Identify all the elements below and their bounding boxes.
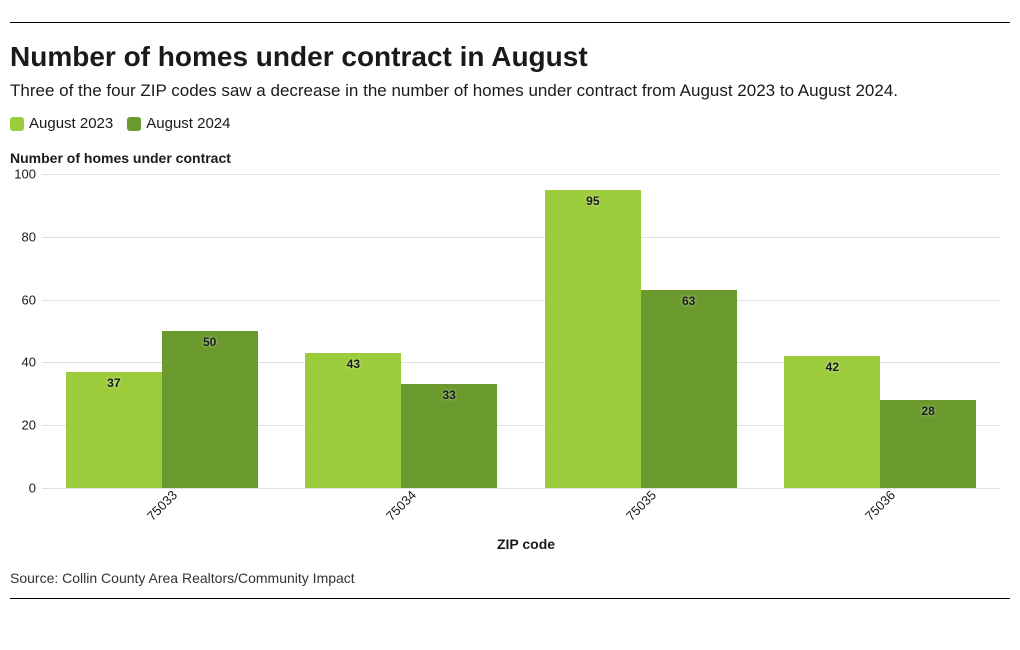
- bar: 95: [545, 190, 641, 488]
- bar: 37: [66, 372, 162, 488]
- legend-swatch-1: [127, 117, 141, 131]
- y-tick-label: 80: [22, 229, 36, 244]
- y-tick-label: 40: [22, 355, 36, 370]
- y-tick-label: 100: [14, 167, 36, 182]
- chart-title: Number of homes under contract in August: [10, 41, 1010, 73]
- y-labels: 020406080100: [10, 174, 40, 488]
- chart-subtitle: Three of the four ZIP codes saw a decrea…: [10, 81, 1010, 101]
- bar-value-label: 37: [107, 376, 120, 390]
- gridline: [42, 488, 1000, 489]
- legend: August 2023 August 2024: [10, 115, 1010, 132]
- bar-value-label: 50: [203, 335, 216, 349]
- y-tick-label: 0: [29, 481, 36, 496]
- bar-value-label: 95: [586, 194, 599, 208]
- plot-area: 37 50 43 33 95 63 42 28: [42, 174, 1000, 488]
- bar: 43: [305, 353, 401, 488]
- legend-swatch-0: [10, 117, 24, 131]
- bar-value-label: 43: [347, 357, 360, 371]
- top-rule: [10, 22, 1010, 23]
- y-tick-label: 60: [22, 292, 36, 307]
- legend-label-1: August 2024: [146, 115, 230, 132]
- y-tick-label: 20: [22, 418, 36, 433]
- x-axis-title: ZIP code: [42, 488, 1010, 552]
- bar: 28: [880, 400, 976, 488]
- source-attribution: Source: Collin County Area Realtors/Comm…: [10, 570, 1010, 586]
- bar: 63: [641, 290, 737, 488]
- legend-item-0: August 2023: [10, 115, 113, 132]
- y-axis-title: Number of homes under contract: [10, 150, 1010, 166]
- bar: 33: [401, 384, 497, 488]
- chart: 020406080100 3750433395634228: [10, 174, 1000, 488]
- bar: 50: [162, 331, 258, 488]
- bar: 42: [784, 356, 880, 488]
- bar-value-label: 42: [826, 360, 839, 374]
- bar-value-label: 63: [682, 294, 695, 308]
- bottom-rule: [10, 598, 1010, 599]
- legend-item-1: August 2024: [127, 115, 230, 132]
- bar-value-label: 28: [921, 404, 934, 418]
- legend-label-0: August 2023: [29, 115, 113, 132]
- bar-value-label: 33: [442, 388, 455, 402]
